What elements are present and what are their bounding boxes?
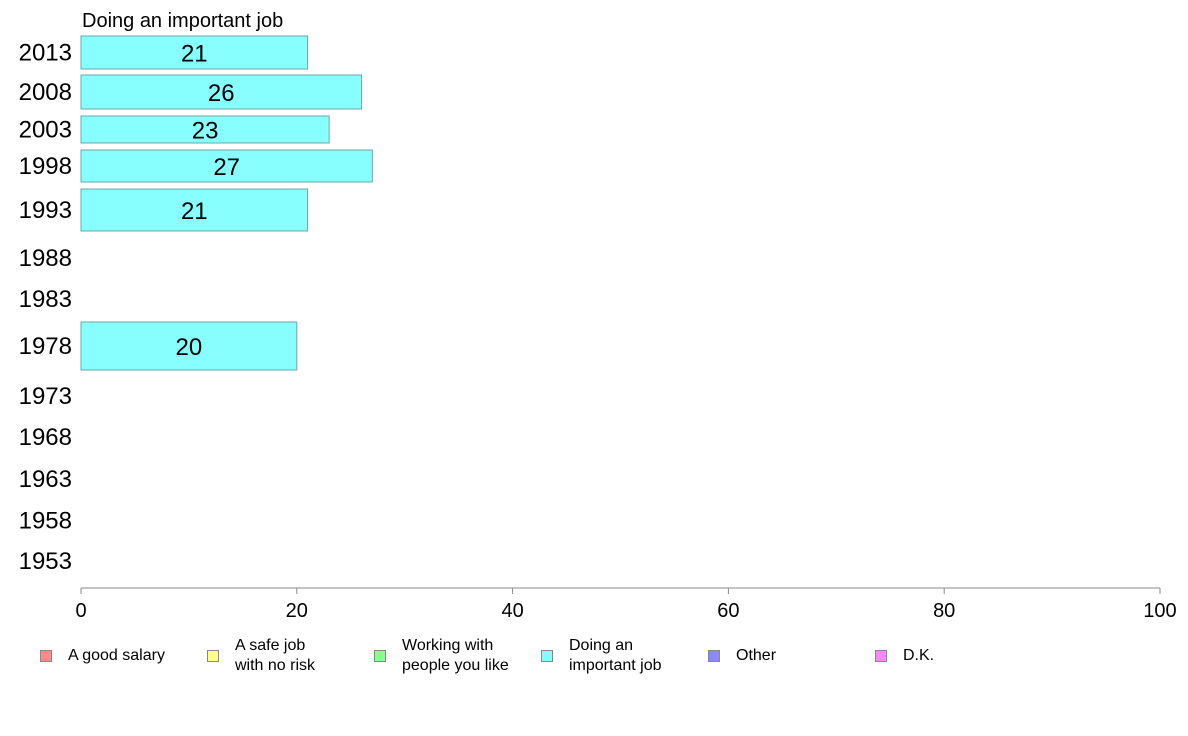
- bar-value-label: 21: [181, 198, 208, 225]
- bar-value-label: 26: [208, 80, 235, 107]
- bar: [80, 321, 298, 371]
- legend-swatch: [708, 650, 720, 662]
- y-tick-label: 1963: [19, 466, 72, 493]
- y-tick-label: 1988: [19, 245, 72, 272]
- y-tick-label: 1998: [19, 153, 72, 180]
- bar: [80, 35, 309, 70]
- bar-value-label: 27: [213, 154, 240, 181]
- x-tick-label: 40: [501, 600, 523, 622]
- bar-value-label: 21: [181, 41, 208, 68]
- x-tick-label: 20: [286, 600, 308, 622]
- y-tick-label: 1958: [19, 508, 72, 535]
- y-tick-label: 2003: [19, 117, 72, 144]
- legend-label: D.K.: [903, 647, 935, 664]
- x-tick-label: 0: [75, 600, 86, 622]
- legend-label: Working with people you like: [402, 637, 509, 674]
- legend-item-working-with-people: Working with people you like: [374, 636, 509, 676]
- bar-value-label: 23: [192, 118, 219, 145]
- y-tick-label: 1973: [19, 383, 72, 410]
- legend: A good salary A safe job with no risk Wo…: [0, 636, 1188, 696]
- legend-swatch: [374, 650, 386, 662]
- y-tick-label: 2008: [19, 79, 72, 106]
- legend-label: Other: [736, 647, 777, 664]
- legend-swatch: [875, 650, 887, 662]
- x-tick-label: 60: [717, 600, 739, 622]
- legend-item-safe-job: A safe job with no risk: [207, 636, 315, 676]
- legend-swatch: [40, 650, 52, 662]
- y-axis-labels: 2013 2008 2003 1998 1993 1988 1983 1978 1973 1968…: [19, 40, 72, 576]
- legend-item-dk: D.K.: [875, 646, 934, 666]
- x-tick-label: 100: [1143, 600, 1176, 622]
- chart-title: Doing an important job: [82, 10, 283, 32]
- y-tick-label: 1993: [19, 197, 72, 224]
- y-tick-label: 1978: [19, 333, 72, 360]
- y-tick-label: 2013: [19, 40, 72, 67]
- legend-item-good-salary: A good salary: [40, 646, 165, 666]
- legend-item-important-job: Doing an important job: [541, 636, 662, 676]
- x-tick-label: 80: [933, 600, 955, 622]
- legend-swatch: [207, 650, 219, 662]
- x-axis: 0 20 40 60 80 100: [75, 587, 1177, 622]
- bar: [80, 74, 363, 110]
- y-tick-label: 1968: [19, 424, 72, 451]
- legend-swatch: [541, 650, 553, 662]
- bar: [80, 188, 309, 232]
- bar: [80, 149, 373, 183]
- legend-label: A safe job with no risk: [235, 637, 316, 674]
- bar-value-label: 20: [176, 334, 203, 361]
- legend-label: Doing an important job: [569, 637, 662, 674]
- y-tick-label: 1983: [19, 286, 72, 313]
- legend-label: A good salary: [68, 647, 165, 664]
- bar: [80, 115, 330, 144]
- legend-item-other: Other: [708, 646, 776, 666]
- y-tick-label: 1953: [19, 548, 72, 575]
